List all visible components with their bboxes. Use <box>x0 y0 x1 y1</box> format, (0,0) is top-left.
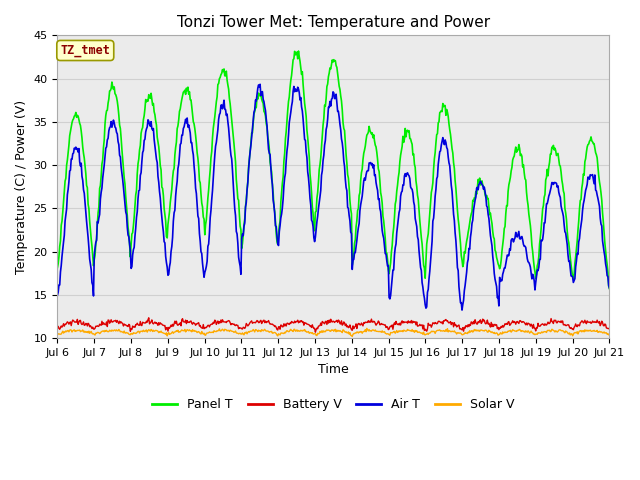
Panel T <box>605 286 613 292</box>
X-axis label: Time: Time <box>318 363 349 376</box>
Battery V <box>54 326 61 332</box>
Solar V <box>605 332 613 338</box>
Battery V <box>63 319 71 324</box>
Battery V <box>206 322 214 328</box>
Solar V <box>63 328 71 334</box>
Panel T <box>120 175 128 181</box>
Line: Air T: Air T <box>58 84 609 310</box>
Solar V <box>402 328 410 334</box>
Battery V <box>312 329 319 335</box>
Battery V <box>605 326 613 332</box>
Air T <box>401 171 409 177</box>
Panel T <box>63 157 71 163</box>
Panel T <box>294 48 302 54</box>
Panel T <box>401 126 409 132</box>
Air T <box>605 285 613 291</box>
Solar V <box>348 334 356 339</box>
Panel T <box>417 235 425 240</box>
Panel T <box>54 265 61 271</box>
Air T <box>63 192 71 197</box>
Title: Tonzi Tower Met: Temperature and Power: Tonzi Tower Met: Temperature and Power <box>177 15 490 30</box>
Line: Panel T: Panel T <box>58 51 609 289</box>
Battery V <box>177 323 185 329</box>
Line: Battery V: Battery V <box>58 318 609 332</box>
Line: Solar V: Solar V <box>58 328 609 336</box>
Battery V <box>145 315 152 321</box>
Battery V <box>120 321 128 327</box>
Solar V <box>54 331 61 336</box>
Air T <box>458 307 466 313</box>
Air T <box>120 193 128 199</box>
Y-axis label: Temperature (C) / Power (V): Temperature (C) / Power (V) <box>15 100 28 274</box>
Panel T <box>205 176 213 182</box>
Battery V <box>402 319 410 325</box>
Panel T <box>177 106 184 112</box>
Battery V <box>419 322 426 328</box>
Air T <box>177 142 184 147</box>
Air T <box>256 82 264 87</box>
Air T <box>54 292 61 298</box>
Solar V <box>205 329 213 335</box>
Solar V <box>120 328 128 334</box>
Solar V <box>419 330 426 336</box>
Text: TZ_tmet: TZ_tmet <box>60 44 110 57</box>
Solar V <box>177 329 184 335</box>
Air T <box>205 230 213 236</box>
Solar V <box>363 325 371 331</box>
Air T <box>417 268 425 274</box>
Legend: Panel T, Battery V, Air T, Solar V: Panel T, Battery V, Air T, Solar V <box>147 393 520 416</box>
